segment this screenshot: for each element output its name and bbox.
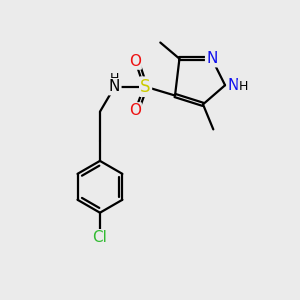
Text: S: S — [140, 78, 151, 96]
Text: O: O — [129, 54, 141, 69]
Text: N: N — [206, 51, 218, 66]
Text: N: N — [109, 79, 120, 94]
Text: Cl: Cl — [92, 230, 107, 245]
Text: H: H — [110, 72, 119, 85]
Text: O: O — [129, 103, 141, 118]
Text: N: N — [228, 78, 239, 93]
Text: H: H — [239, 80, 248, 94]
